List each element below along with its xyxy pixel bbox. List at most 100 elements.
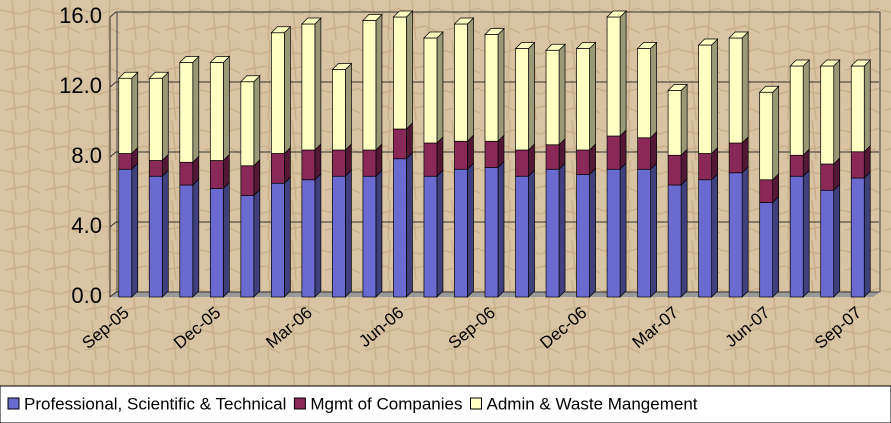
bar-segment <box>698 44 712 154</box>
bar-segment <box>118 168 133 298</box>
bar-segment <box>667 154 682 186</box>
bar-side <box>741 31 749 144</box>
bar-segment <box>789 175 804 298</box>
bar-segment <box>240 165 255 196</box>
legend-label: Admin & Waste Mangement <box>487 394 698 413</box>
bar-segment <box>179 62 194 163</box>
bar-side <box>558 43 566 146</box>
legend-box <box>0 385 891 423</box>
bar-side <box>711 38 718 155</box>
bar-segment <box>515 175 529 298</box>
bar-side <box>650 41 657 139</box>
bar-side <box>161 169 169 298</box>
bar-segment <box>271 182 285 298</box>
bar-segment <box>545 49 560 146</box>
bar-segment <box>759 179 774 203</box>
bar-segment <box>698 179 712 298</box>
bar-segment <box>484 140 499 168</box>
bar-side <box>253 188 261 298</box>
bar-side <box>680 178 688 298</box>
bar-side <box>741 165 749 298</box>
bar-segment <box>576 149 590 175</box>
bar-top <box>758 85 780 93</box>
bar-segment <box>362 149 377 177</box>
bar-side <box>375 169 383 298</box>
bar-side <box>314 17 322 151</box>
bar-segment <box>179 161 194 186</box>
bar-segment <box>118 77 133 154</box>
bar-side <box>833 59 841 165</box>
bar-top <box>636 42 658 49</box>
bar-segment <box>667 184 682 298</box>
bar-segment <box>301 23 316 151</box>
y-tick-label: 4.0 <box>71 213 102 238</box>
bar-segment <box>850 65 865 153</box>
bar-side <box>192 55 200 164</box>
bar-side <box>589 41 596 151</box>
bar-side <box>436 31 444 144</box>
bar-top <box>239 75 261 83</box>
bar-side <box>375 13 383 151</box>
bar-segment <box>209 62 224 161</box>
bar-segment <box>301 179 316 298</box>
bar-side <box>589 167 596 298</box>
bar-top <box>148 71 170 79</box>
bar-top <box>362 14 383 21</box>
bar-top <box>331 63 353 70</box>
bar-segment <box>545 144 560 170</box>
bar-top <box>728 31 750 39</box>
bar-top <box>423 31 444 39</box>
legend-label: Mgmt of Companies <box>310 394 462 413</box>
y-tick-label: 12.0 <box>59 73 102 98</box>
bar-top <box>117 71 139 79</box>
bar-side <box>863 171 871 298</box>
bar-segment <box>301 149 316 181</box>
bar-segment <box>484 167 499 298</box>
bar-top <box>514 42 536 49</box>
bar-segment <box>240 81 255 167</box>
bar-segment <box>576 48 590 151</box>
bar-segment <box>515 149 529 177</box>
bar-segment <box>423 142 438 177</box>
bar-segment <box>148 175 163 298</box>
bar-segment <box>423 175 438 298</box>
bar-side <box>436 169 444 298</box>
bar-top <box>178 56 200 63</box>
bar-segment <box>209 188 224 298</box>
bar-segment <box>850 177 865 298</box>
bar-side <box>314 172 322 298</box>
bar-top <box>667 84 688 91</box>
bar-segment <box>332 175 346 298</box>
y-tick-label: 0.0 <box>71 283 102 308</box>
bar-top <box>484 28 505 35</box>
legend-swatch <box>7 397 20 410</box>
bar-top <box>209 56 231 63</box>
bar-segment <box>393 128 407 160</box>
bar-segment <box>820 65 835 165</box>
bar-side <box>863 59 871 153</box>
bar-segment <box>637 168 651 298</box>
bar-segment <box>332 69 346 151</box>
bar-top <box>850 59 872 67</box>
bar-side <box>406 151 413 298</box>
bar-segment <box>271 32 285 154</box>
bar-top <box>789 59 811 67</box>
bar-side <box>131 71 139 155</box>
bar-side <box>284 25 291 155</box>
bar-segment <box>484 34 499 142</box>
bar-segment <box>728 172 743 298</box>
bar-segment <box>362 20 377 151</box>
bar-segment <box>179 184 194 298</box>
bar-segment <box>728 37 743 144</box>
bar-segment <box>545 168 560 298</box>
bar-side <box>802 59 810 157</box>
y-tick-label: 16.0 <box>59 3 102 28</box>
bar-segment <box>789 154 804 177</box>
bar-side <box>650 162 657 298</box>
bar-top <box>575 42 597 49</box>
bar-side <box>161 71 169 162</box>
bar-segment <box>454 23 468 142</box>
bar-side <box>802 169 810 298</box>
bar-side <box>711 172 718 298</box>
bar-segment <box>820 163 835 191</box>
